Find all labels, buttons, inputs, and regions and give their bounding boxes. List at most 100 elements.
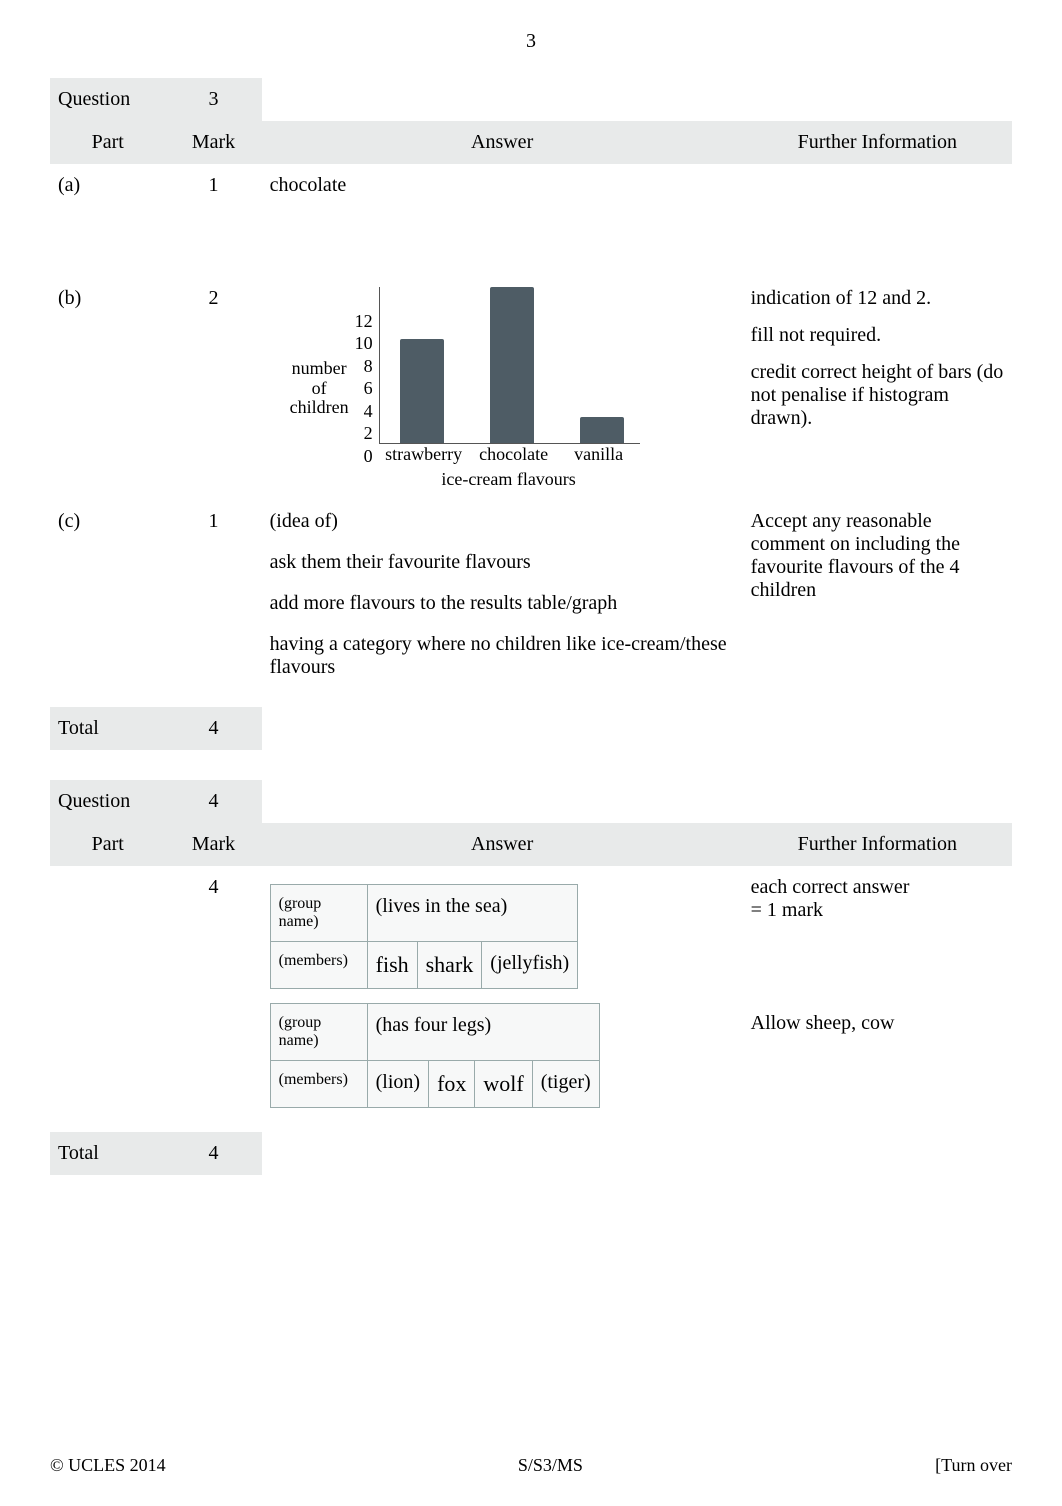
xlabel: vanilla	[559, 444, 639, 465]
q4-info: each correct answer = 1 mark Allow sheep…	[743, 866, 1012, 1132]
q3c-line3: add more flavours to the results table/g…	[270, 592, 735, 615]
q3a-part: (a)	[50, 164, 165, 277]
group1-members-label: (members)	[270, 942, 367, 989]
group1-table: (group name) (lives in the sea) (members…	[270, 884, 579, 989]
question-label: Question	[50, 780, 165, 823]
footer-right: [Turn over	[935, 1455, 1012, 1476]
q3c-mark: 1	[165, 500, 261, 707]
q3c-answer: (idea of) ask them their favourite flavo…	[262, 500, 743, 707]
xlabel: strawberry	[379, 444, 469, 465]
group2-members-label: (members)	[270, 1061, 367, 1108]
q3c-row: (c) 1 (idea of) ask them their favourite…	[50, 500, 1012, 707]
col-info: Further Information	[743, 121, 1012, 164]
group2-m2: fox	[429, 1061, 475, 1108]
group1-name-label: (group name)	[270, 885, 367, 942]
q4-info2: = 1 mark	[751, 899, 1004, 922]
group1-m1-text: fish	[376, 952, 409, 977]
q4-info1: each correct answer	[751, 876, 1004, 899]
q3b-info: indication of 12 and 2. fill not require…	[743, 277, 1012, 500]
question-3-table: Question 3 Part Mark Answer Further Info…	[50, 78, 1012, 750]
question-number: 4	[165, 780, 261, 823]
xlabel: chocolate	[469, 444, 559, 465]
q3b-mark: 2	[165, 277, 261, 500]
q4-total-row: Total 4	[50, 1132, 1012, 1175]
q3-total-label: Total	[50, 707, 165, 750]
q3b-answer: number of children 12 10 8 6 4 2 0	[262, 277, 743, 500]
ytick: 2	[364, 423, 373, 444]
footer-left: © UCLES 2014	[50, 1455, 166, 1476]
q4-header-row: Part Mark Answer Further Information	[50, 823, 1012, 866]
q3b-part: (b)	[50, 277, 165, 500]
group1-m1: fish	[367, 942, 417, 989]
y-axis-label: number of children	[290, 359, 349, 418]
q3-question-row: Question 3	[50, 78, 1012, 121]
group1-m2: shark	[417, 942, 482, 989]
question-number: 3	[165, 78, 261, 121]
q3c-line2: ask them their favourite flavours	[270, 551, 735, 574]
footer-center: S/S3/MS	[518, 1455, 583, 1476]
q3b-row: (b) 2 number of children 12 10 8 6 4	[50, 277, 1012, 500]
page: 3 Question 3 Part Mark Answer Further In…	[0, 0, 1062, 1506]
q3c-info: Accept any reasonable comment on includi…	[743, 500, 1012, 707]
bar-chart: number of children 12 10 8 6 4 2 0	[290, 287, 735, 490]
group2-m4: (tiger)	[532, 1061, 599, 1108]
col-answer: Answer	[262, 121, 743, 164]
col-mark: Mark	[165, 121, 261, 164]
q3-header-row: Part Mark Answer Further Information	[50, 121, 1012, 164]
q4-answer: (group name) (lives in the sea) (members…	[262, 866, 743, 1132]
chart-title: ice-cream flavours	[379, 469, 639, 490]
q3a-answer: chocolate	[262, 164, 743, 277]
ytick: 0	[364, 446, 373, 467]
table-gap	[50, 750, 1012, 780]
bar-chocolate	[490, 287, 534, 443]
q3c-part: (c)	[50, 500, 165, 707]
y-label-3: children	[290, 397, 349, 417]
q4-total-mark: 4	[165, 1132, 261, 1175]
y-label-1: number	[292, 358, 347, 378]
q3a-mark: 1	[165, 164, 261, 277]
page-number: 3	[50, 30, 1012, 53]
group1-name: (lives in the sea)	[367, 885, 578, 942]
col-mark: Mark	[165, 823, 261, 866]
group2-name: (has four legs)	[367, 1004, 599, 1061]
q4-body-row: 4 (group name) (lives in the sea) (membe…	[50, 866, 1012, 1132]
group2-m3-text: wolf	[483, 1071, 523, 1096]
group1-m3: (jellyfish)	[482, 942, 578, 989]
col-part: Part	[50, 121, 165, 164]
q4-question-row: Question 4	[50, 780, 1012, 823]
x-axis-labels: strawberry chocolate vanilla	[379, 444, 639, 465]
group2-m1: (lion)	[367, 1061, 428, 1108]
group2-m3: wolf	[475, 1061, 532, 1108]
col-info: Further Information	[743, 823, 1012, 866]
col-answer: Answer	[262, 823, 743, 866]
q3-total-mark: 4	[165, 707, 261, 750]
q3b-info2: fill not required.	[751, 324, 1004, 347]
q3c-line4: having a category where no children like…	[270, 633, 735, 679]
q3c-line1: (idea of)	[270, 510, 735, 533]
question-label: Question	[50, 78, 165, 121]
bar-strawberry	[400, 339, 444, 443]
group1-m2-text: shark	[426, 952, 474, 977]
q3-total-row: Total 4	[50, 707, 1012, 750]
footer: © UCLES 2014 S/S3/MS [Turn over	[50, 1455, 1012, 1476]
q3a-row: (a) 1 chocolate	[50, 164, 1012, 277]
group2-name-label: (group name)	[270, 1004, 367, 1061]
bars-area	[379, 287, 640, 444]
question-4-table: Question 4 Part Mark Answer Further Info…	[50, 780, 1012, 1175]
col-part: Part	[50, 823, 165, 866]
group2-table: (group name) (has four legs) (members) (…	[270, 1003, 600, 1108]
ytick: 12	[355, 311, 373, 332]
ytick: 6	[364, 378, 373, 399]
ytick: 8	[364, 356, 373, 377]
y-axis-ticks: 12 10 8 6 4 2 0	[355, 311, 373, 467]
q3b-info1: indication of 12 and 2.	[751, 287, 1004, 310]
q4-mark: 4	[165, 866, 261, 1132]
q3a-info	[743, 164, 1012, 277]
bar-vanilla	[580, 417, 624, 443]
ytick: 4	[364, 401, 373, 422]
y-label-2: of	[312, 378, 327, 398]
q4-total-label: Total	[50, 1132, 165, 1175]
group2-m2-text: fox	[437, 1071, 466, 1096]
ytick: 10	[355, 333, 373, 354]
q3b-info3: credit correct height of bars (do not pe…	[751, 361, 1004, 430]
